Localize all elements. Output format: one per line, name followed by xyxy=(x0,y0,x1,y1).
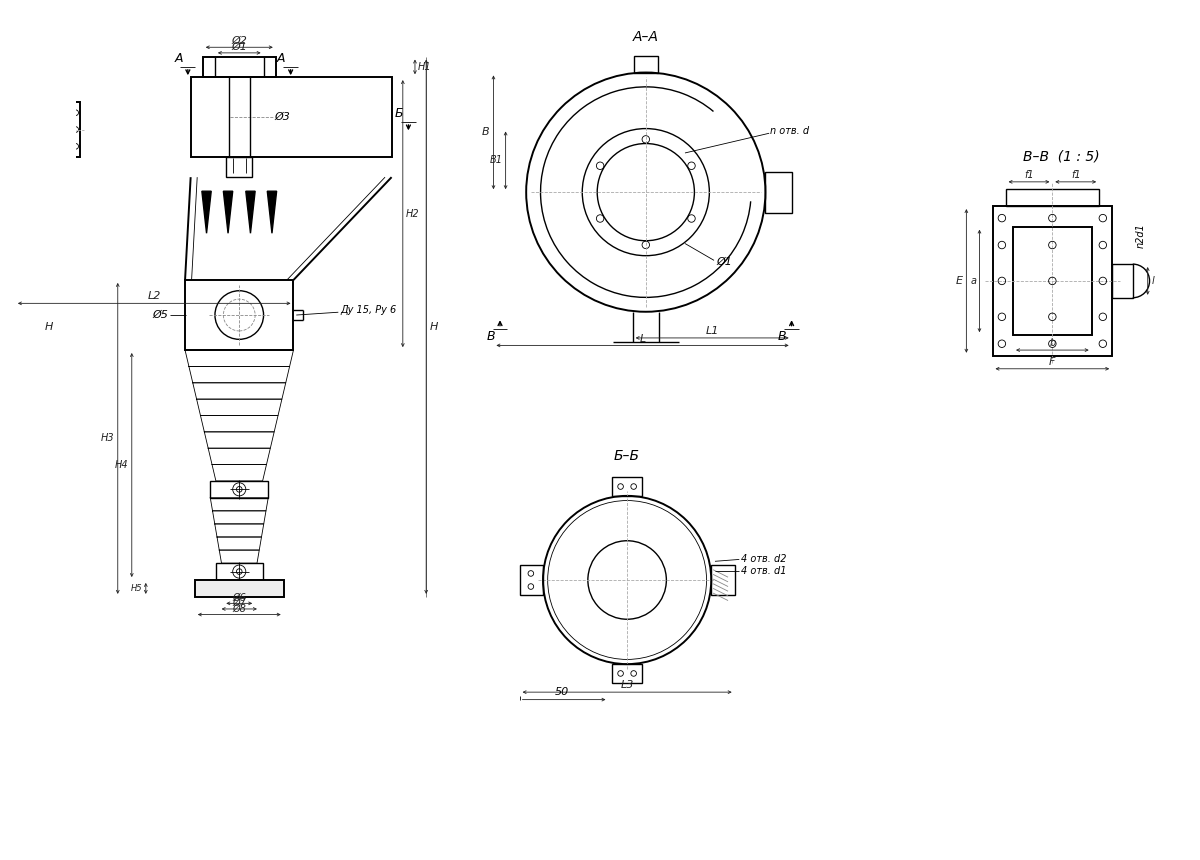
Text: f1: f1 xyxy=(1070,170,1080,180)
Text: 4 отв. d1: 4 отв. d1 xyxy=(742,566,787,575)
Text: n2d1: n2d1 xyxy=(1135,224,1145,249)
Text: L2: L2 xyxy=(148,291,161,300)
Bar xyxy=(1006,189,1099,206)
Text: H1: H1 xyxy=(418,62,431,72)
Bar xyxy=(520,565,544,595)
Bar xyxy=(612,477,642,496)
Text: H4: H4 xyxy=(114,460,128,470)
Text: Ду 15, Ру 6: Ду 15, Ру 6 xyxy=(340,305,396,316)
Bar xyxy=(203,57,276,77)
Text: Ø3: Ø3 xyxy=(275,112,290,122)
Bar xyxy=(210,481,269,498)
Text: 50: 50 xyxy=(554,687,569,697)
Text: B: B xyxy=(482,127,490,138)
Text: Ø1: Ø1 xyxy=(716,257,732,267)
Text: Ø2: Ø2 xyxy=(232,35,247,46)
Bar xyxy=(14,102,80,157)
Text: В: В xyxy=(486,330,494,343)
Text: 4 отв. d2: 4 отв. d2 xyxy=(742,555,787,564)
Text: Ø8: Ø8 xyxy=(233,604,246,614)
Polygon shape xyxy=(223,191,233,233)
Bar xyxy=(634,56,658,72)
Bar xyxy=(226,157,252,177)
Text: В: В xyxy=(778,330,786,343)
Text: H: H xyxy=(44,322,53,332)
Bar xyxy=(185,280,294,350)
Polygon shape xyxy=(202,191,211,233)
Bar xyxy=(22,109,74,150)
Text: f1: f1 xyxy=(1024,170,1034,180)
Text: F: F xyxy=(1049,357,1056,367)
Text: H5: H5 xyxy=(131,584,142,593)
Bar xyxy=(712,565,734,595)
Text: L3: L3 xyxy=(620,680,634,691)
Text: Б: Б xyxy=(395,108,403,120)
Text: В–В  (1 : 5): В–В (1 : 5) xyxy=(1024,149,1100,163)
Text: Б–Б: Б–Б xyxy=(614,449,640,464)
Text: А: А xyxy=(277,52,286,65)
Text: А: А xyxy=(174,52,182,65)
Text: H2: H2 xyxy=(406,209,419,218)
Bar xyxy=(612,664,642,683)
Bar xyxy=(1112,264,1133,298)
Bar xyxy=(216,563,263,580)
Bar xyxy=(992,206,1112,356)
Text: Ø6: Ø6 xyxy=(233,593,246,602)
Bar xyxy=(766,172,792,212)
Text: E: E xyxy=(955,276,962,286)
Text: a: a xyxy=(971,276,977,286)
Text: H3: H3 xyxy=(101,433,114,444)
Polygon shape xyxy=(246,191,256,233)
Bar xyxy=(1013,227,1092,335)
Bar xyxy=(194,580,283,597)
Text: L1: L1 xyxy=(706,326,719,336)
Text: Ø1: Ø1 xyxy=(232,42,247,52)
Text: B1: B1 xyxy=(490,156,503,165)
Text: n отв. d: n отв. d xyxy=(770,126,809,137)
Text: H: H xyxy=(430,322,438,332)
Text: L: L xyxy=(640,334,646,343)
Text: l: l xyxy=(1152,276,1154,286)
Text: Ø5: Ø5 xyxy=(152,310,168,320)
Text: А–А: А–А xyxy=(632,30,659,45)
Polygon shape xyxy=(268,191,277,233)
Text: Ø7: Ø7 xyxy=(233,598,246,608)
Bar xyxy=(191,77,391,157)
Text: b: b xyxy=(1049,338,1056,348)
